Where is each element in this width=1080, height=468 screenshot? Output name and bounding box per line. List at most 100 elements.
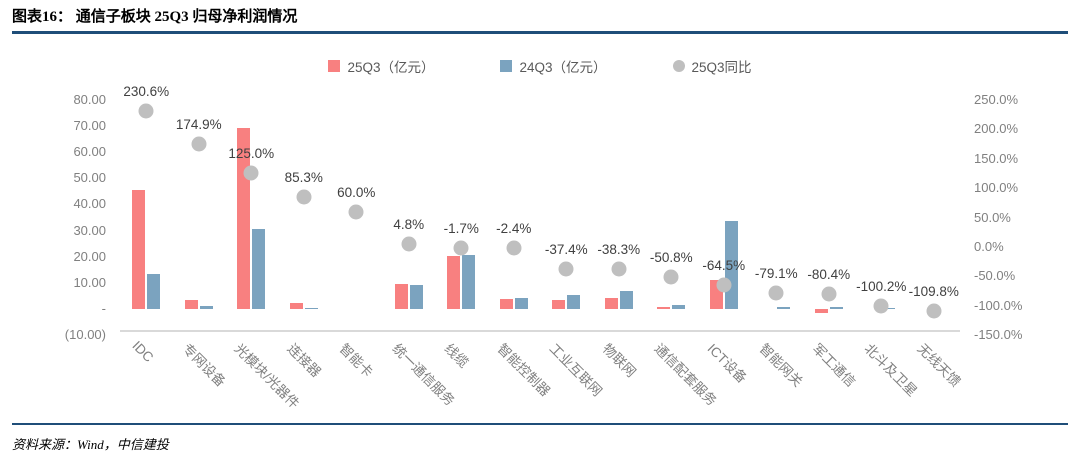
yoy-marker[interactable]	[873, 298, 889, 314]
circle-gray-icon	[672, 60, 685, 72]
x-axis-label: 工业互联网	[546, 340, 606, 400]
yoy-data-label: -100.2%	[856, 278, 907, 294]
y-axis-left-tick: 80.00	[73, 92, 106, 107]
bar-25q3[interactable]	[604, 297, 618, 309]
bar-25q3[interactable]	[499, 299, 513, 309]
x-axis-label: IDC	[129, 338, 157, 366]
yoy-marker[interactable]	[611, 261, 627, 277]
yoy-marker[interactable]	[453, 240, 469, 256]
y-axis-left-tick: -	[101, 300, 106, 316]
bar-24q3[interactable]	[304, 307, 318, 309]
x-axis-label: 线缆	[441, 340, 472, 371]
y-axis-left-tick: 60.00	[73, 144, 106, 160]
yoy-marker[interactable]	[558, 261, 574, 277]
bar-24q3[interactable]	[199, 305, 213, 309]
zero-baseline	[120, 330, 960, 332]
yoy-marker[interactable]	[138, 103, 154, 119]
bar-24q3[interactable]	[567, 295, 581, 309]
yoy-data-label: -1.7%	[443, 220, 479, 236]
bar-group: 125.0%	[225, 100, 278, 335]
bar-25q3[interactable]	[552, 300, 566, 309]
yoy-marker[interactable]	[296, 189, 312, 205]
bar-group: 4.8%	[383, 100, 436, 335]
bar-group: -100.2%	[855, 100, 908, 335]
yoy-data-label: -2.4%	[496, 221, 532, 237]
yoy-data-label: -37.4%	[544, 241, 588, 257]
yoy-data-label: -79.1%	[754, 266, 798, 282]
plot-area: 230.6% 174.9% 125.0% 85.3% 60.0% 4.8% -1.7% -2.…	[120, 84, 960, 335]
square-blue-icon	[500, 60, 513, 72]
yoy-marker[interactable]	[401, 236, 417, 252]
yoy-data-label: 4.8%	[393, 217, 425, 233]
bar-24q3[interactable]	[882, 308, 896, 309]
y-axis-right-tick: 200.0%	[974, 121, 1019, 137]
bar-24q3[interactable]	[252, 228, 266, 309]
bar-24q3[interactable]	[829, 307, 843, 309]
y-axis-left-tick: 20.00	[73, 248, 106, 264]
bar-25q3[interactable]	[394, 284, 408, 309]
footer-divider	[12, 423, 1068, 425]
y-axis-right-tick: 250.0%	[974, 92, 1019, 107]
bar-group: 85.3%	[278, 100, 331, 335]
bar-group: -50.8%	[645, 100, 698, 335]
bar-24q3[interactable]	[462, 255, 476, 309]
y-axis-left-tick: (10.00)	[64, 327, 106, 342]
bar-24q3[interactable]	[409, 285, 423, 309]
bar-24q3[interactable]	[672, 305, 686, 309]
bar-25q3[interactable]	[657, 307, 671, 309]
bar-group: -79.1%	[750, 100, 803, 335]
chart-legend: 25Q3（亿元） 24Q3（亿元） 25Q3同比	[12, 54, 1068, 78]
yoy-data-label: 85.3%	[284, 169, 323, 185]
legend-item-3[interactable]: 25Q3同比	[672, 56, 752, 76]
bar-24q3[interactable]	[514, 297, 528, 309]
legend-item-2[interactable]: 24Q3（亿元）	[500, 56, 607, 76]
bar-group: -37.4%	[540, 100, 593, 335]
bar-24q3[interactable]	[777, 307, 791, 309]
x-axis-label: 智能卡	[336, 340, 377, 381]
source-note: 资料来源：Wind，中信建投	[12, 437, 169, 452]
yoy-data-label: -64.5%	[702, 257, 746, 273]
x-axis-label: 连接器	[284, 340, 324, 381]
y-axis-right-tick: 0.0%	[974, 238, 1004, 254]
y-axis-right-tick: -150.0%	[974, 327, 1023, 342]
legend-item-1[interactable]: 25Q3（亿元）	[328, 56, 434, 76]
yoy-marker[interactable]	[506, 240, 522, 256]
x-axis-label: 军工通信	[809, 340, 859, 390]
bar-24q3[interactable]	[619, 291, 633, 309]
yoy-data-label: 125.0%	[228, 146, 275, 162]
y-axis-right-tick: 50.0%	[974, 209, 1011, 225]
bar-25q3[interactable]	[447, 256, 461, 309]
yoy-data-label: -50.8%	[649, 249, 693, 265]
yoy-marker[interactable]	[191, 136, 207, 152]
bar-group: 174.9%	[173, 100, 226, 335]
bar-group: -2.4%	[488, 100, 541, 335]
bar-24q3[interactable]	[147, 274, 161, 309]
yoy-marker[interactable]	[348, 204, 364, 220]
yoy-marker[interactable]	[768, 285, 784, 301]
yoy-data-label: -109.8%	[908, 284, 959, 300]
x-axis-label: 智能控制器	[494, 340, 553, 400]
chart-container: 25Q3（亿元） 24Q3（亿元） 25Q3同比 80.00 70.00 60.00 50…	[12, 40, 1068, 418]
legend-label: 25Q3同比	[691, 60, 752, 75]
bar-25q3[interactable]	[132, 190, 146, 309]
y-axis-left-tick: 40.00	[73, 196, 106, 212]
yoy-marker[interactable]	[821, 286, 837, 302]
yoy-marker[interactable]	[663, 269, 679, 285]
y-axis-right-tick: -50.0%	[974, 268, 1016, 284]
y-axis-right-tick: 100.0%	[974, 180, 1019, 196]
y-axis-left-tick: 70.00	[73, 118, 106, 134]
bar-25q3[interactable]	[289, 303, 303, 309]
yoy-marker[interactable]	[243, 165, 259, 181]
yoy-marker[interactable]	[926, 303, 942, 319]
header-divider	[12, 31, 1068, 34]
bar-25q3[interactable]	[184, 300, 198, 309]
yoy-marker[interactable]	[716, 277, 732, 293]
bar-25q3[interactable]	[814, 308, 828, 313]
yoy-data-label: 60.0%	[337, 184, 376, 200]
y-axis-left-tick: 10.00	[73, 274, 106, 290]
x-axis-label: 北斗及卫星	[861, 340, 921, 400]
yoy-data-label: -80.4%	[807, 267, 851, 283]
x-axis-label: 无线天馈	[914, 340, 964, 390]
y-axis-left: 80.00 70.00 60.00 50.00 40.00 30.00 20.00 10.00…	[16, 93, 112, 342]
